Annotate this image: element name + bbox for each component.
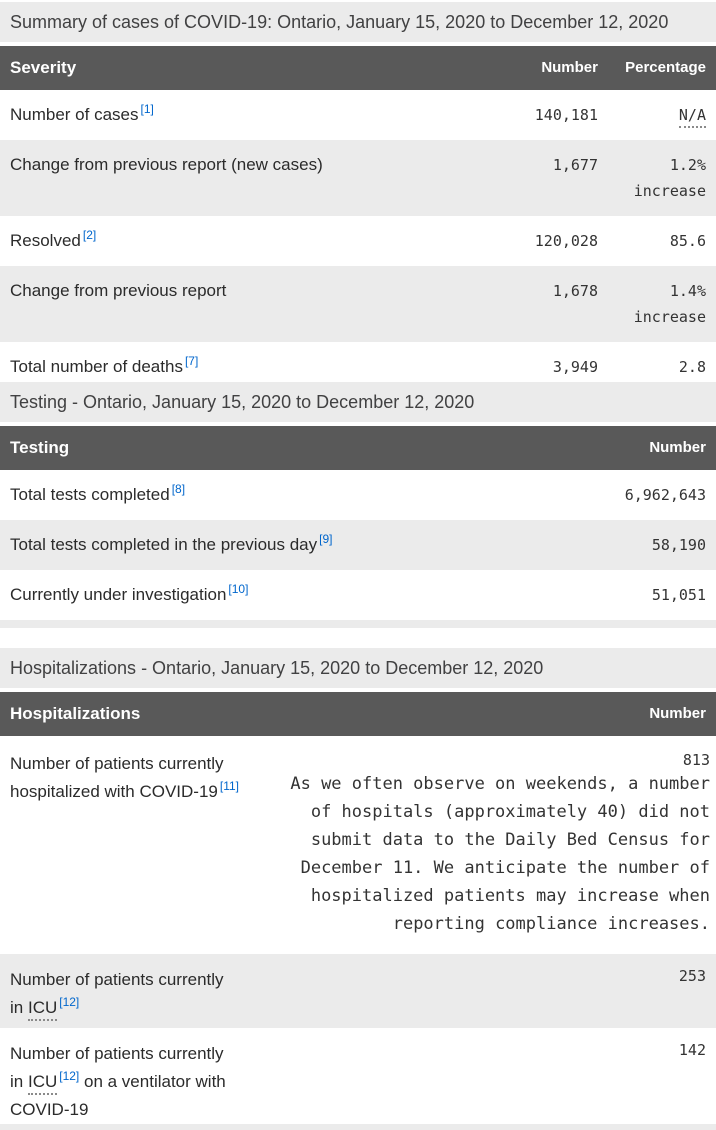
summary-table: Summary of cases of COVID-19: Ontario, J… <box>0 2 716 382</box>
footnote-link: [12] <box>59 1069 79 1083</box>
footnote-link: [12] <box>59 995 79 1009</box>
row-label-text: Number of patients currently in <box>10 1044 224 1091</box>
footnote-link: [1] <box>141 102 154 116</box>
table-row: Number of patients currently hospitalize… <box>0 736 716 954</box>
percentage-text: 1.4% <box>669 282 706 300</box>
number-value: 140,181 <box>534 106 598 124</box>
hospitalizations-header-row: Hospitalizations Number <box>0 692 716 736</box>
number-value: 1,678 <box>552 282 598 300</box>
footnote-link: [8] <box>172 482 185 496</box>
row-label-text: Number of patients currently in <box>10 970 224 1017</box>
hospitalization-label: Number of patients currently in ICU [12] … <box>0 1040 240 1124</box>
table-row: Total tests completed [8] 6,962,643 <box>0 470 716 520</box>
testing-header-row: Testing Number <box>0 426 716 470</box>
table-row: Change from previous report (new cases) … <box>0 140 716 216</box>
column-header-number: Number <box>649 439 706 456</box>
icu-abbreviation: ICU <box>27 998 58 1021</box>
row-label-text: Change from previous report (new cases) <box>10 155 323 174</box>
row-label-text: Number of cases <box>10 105 139 124</box>
footnote-link: [11] <box>220 779 239 793</box>
footnote-link: [9] <box>319 532 332 546</box>
table-row: Resolved [2] 120,028 85.6 <box>0 216 716 266</box>
row-label-text: Resolved <box>10 231 81 250</box>
testing-table-caption: Testing - Ontario, January 15, 2020 to D… <box>0 382 716 422</box>
number-value: 813 <box>682 751 710 769</box>
footnote-ref-link[interactable]: [12] <box>59 995 80 1010</box>
testing-label: Total tests completed [8] <box>0 482 516 508</box>
row-label-text: Change from previous report <box>10 281 227 300</box>
partial-row-strip <box>0 1124 716 1130</box>
footnote-ref-link[interactable]: [8] <box>171 482 186 497</box>
column-header-severity: Severity <box>10 58 77 77</box>
number-value: 3,949 <box>552 358 598 376</box>
footnote-link: [10] <box>228 582 248 596</box>
table-row: Total tests completed in the previous da… <box>0 520 716 570</box>
percentage-value: 85.6 <box>669 232 706 250</box>
footnote-ref-link[interactable]: [2] <box>82 228 97 243</box>
percentage-value: N/A <box>598 102 716 128</box>
na-abbreviation: N/A <box>678 106 706 128</box>
number-value: 6,962,643 <box>624 486 706 504</box>
severity-label: Total number of deaths [7] <box>0 354 478 380</box>
percentage-value: 1.4% increase <box>598 278 716 330</box>
column-header-testing: Testing <box>10 438 70 457</box>
summary-table-caption: Summary of cases of COVID-19: Ontario, J… <box>0 2 716 42</box>
percentage-direction: increase <box>633 182 706 200</box>
number-value: 1,677 <box>552 156 598 174</box>
number-value: 58,190 <box>651 536 706 554</box>
section-gap <box>0 628 716 648</box>
column-header-number: Number <box>649 705 706 722</box>
table-row: Total number of deaths [7] 3,949 2.8 <box>0 342 716 382</box>
table-row: Number of patients currently in ICU [12] … <box>0 1028 716 1124</box>
severity-label: Change from previous report (new cases) <box>0 152 478 204</box>
testing-label: Currently under investigation [10] <box>0 582 516 608</box>
footnote-link: [7] <box>185 354 198 368</box>
footnote-ref-link[interactable]: [1] <box>140 102 154 117</box>
footnote-ref-link[interactable]: [7] <box>184 354 199 369</box>
table-row: Number of cases [1] 140,181 N/A <box>0 90 716 140</box>
testing-label: Total tests completed in the previous da… <box>0 532 516 558</box>
severity-label: Change from previous report <box>0 278 478 330</box>
footnote-ref-link[interactable]: [12] <box>59 1069 80 1084</box>
row-label-text: Total tests completed <box>10 485 170 504</box>
partial-row-strip <box>0 620 716 628</box>
row-label-text-post: on a ventilator with COVID-19 <box>10 1072 226 1119</box>
severity-label: Resolved [2] <box>0 228 478 254</box>
footnote-link: [2] <box>83 228 96 242</box>
footnote-ref-link[interactable]: [9] <box>319 532 333 547</box>
column-header-hospitalizations: Hospitalizations <box>10 704 141 723</box>
number-value: 120,028 <box>534 232 598 250</box>
hospitalization-label: Number of patients currently in ICU [12] <box>0 966 240 1022</box>
hospitalization-label: Number of patients currently hospitalize… <box>0 750 240 938</box>
testing-table: Testing - Ontario, January 15, 2020 to D… <box>0 382 716 628</box>
icu-abbreviation: ICU <box>27 1072 58 1095</box>
summary-header-row: Severity Number Percentage <box>0 46 716 90</box>
number-value: 253 <box>678 967 706 985</box>
hospitalizations-table-caption: Hospitalizations - Ontario, January 15, … <box>0 648 716 688</box>
footnote-ref-link[interactable]: [10] <box>228 582 249 597</box>
table-row: Currently under investigation [10] 51,051 <box>0 570 716 620</box>
table-row: Change from previous report 1,678 1.4% in… <box>0 266 716 342</box>
number-cell: 813 As we often observe on weekends, a n… <box>280 750 716 938</box>
column-header-number: Number <box>541 59 598 76</box>
row-label-text: Currently under investigation <box>10 585 227 604</box>
number-value: 51,051 <box>651 586 706 604</box>
reporting-note: As we often observe on weekends, a numbe… <box>290 774 710 934</box>
footnote-ref-link[interactable]: [11] <box>219 779 239 794</box>
table-row: Number of patients currently in ICU [12] … <box>0 954 716 1028</box>
percentage-direction: increase <box>633 308 706 326</box>
row-label-text: Number of patients currently hospitalize… <box>10 754 224 801</box>
hospitalizations-table: Hospitalizations - Ontario, January 15, … <box>0 648 716 1130</box>
number-value: 142 <box>678 1041 706 1059</box>
row-label-text: Total tests completed in the previous da… <box>10 535 318 554</box>
percentage-value: 1.2% increase <box>598 152 716 204</box>
percentage-value: 2.8 <box>678 358 706 376</box>
row-label-text: Total number of deaths <box>10 357 183 376</box>
severity-label: Number of cases [1] <box>0 102 478 128</box>
percentage-text: 1.2% <box>669 156 706 174</box>
column-header-percentage: Percentage <box>625 59 706 76</box>
